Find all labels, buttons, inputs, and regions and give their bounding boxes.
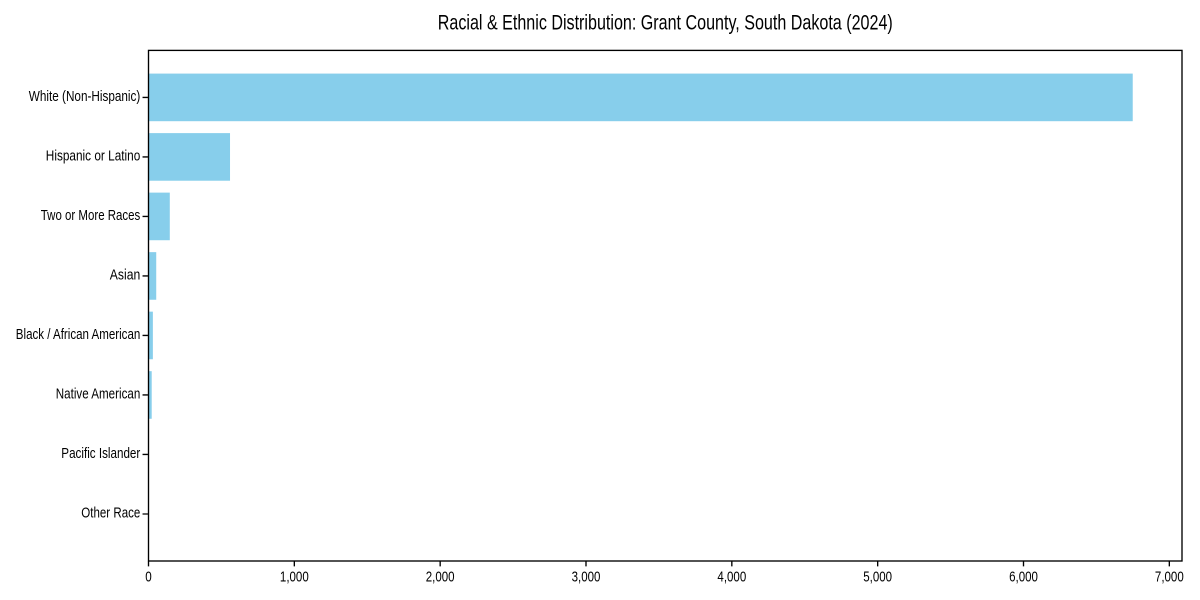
svg-text:2,000: 2,000 xyxy=(426,568,455,585)
svg-text:Asian: Asian xyxy=(110,267,141,284)
svg-text:0: 0 xyxy=(145,568,152,585)
svg-text:6,000: 6,000 xyxy=(1009,568,1038,585)
svg-text:Other Race: Other Race xyxy=(81,505,140,522)
svg-text:Two or More Races: Two or More Races xyxy=(41,207,141,224)
svg-text:Racial & Ethnic Distribution:: Racial & Ethnic Distribution: Grant Coun… xyxy=(438,11,893,34)
svg-text:7,000: 7,000 xyxy=(1155,568,1184,585)
svg-text:Black / African American: Black / African American xyxy=(16,326,141,343)
svg-text:Pacific Islander: Pacific Islander xyxy=(61,445,140,462)
svg-text:5,000: 5,000 xyxy=(863,568,892,585)
svg-text:3,000: 3,000 xyxy=(572,568,601,585)
svg-text:White (Non-Hispanic): White (Non-Hispanic) xyxy=(29,88,141,105)
svg-text:Native American: Native American xyxy=(56,386,141,403)
svg-text:Hispanic or Latino: Hispanic or Latino xyxy=(46,148,141,165)
svg-text:4,000: 4,000 xyxy=(717,568,746,585)
svg-text:1,000: 1,000 xyxy=(280,568,309,585)
